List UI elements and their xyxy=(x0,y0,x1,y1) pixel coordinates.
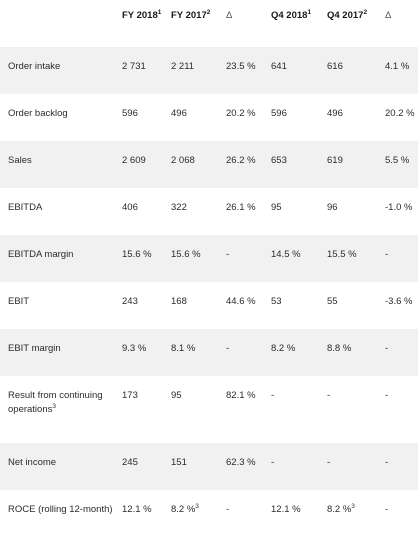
cell-q42018: 596 xyxy=(271,108,287,119)
cell-q42017: 496 xyxy=(327,108,343,119)
table-row: ROCE (rolling 12-month) 12.1 % 8.2 %3 - … xyxy=(0,490,418,537)
cell-fy2018: 406 xyxy=(122,202,138,213)
table-row: Net income 245 151 62.3 % - - - xyxy=(0,443,418,490)
cell-fy2017: 168 xyxy=(171,296,187,307)
table-row: Order intake 2 731 2 211 23.5 % 641 616 … xyxy=(0,47,418,94)
cell-q42017: - xyxy=(327,457,331,468)
cell-fy2017: 2 211 xyxy=(171,61,195,72)
cell-delta-q4: - xyxy=(385,390,389,401)
cell-fy2017: 8.2 %3 xyxy=(171,502,199,515)
table-row: Order backlog 596 496 20.2 % 596 496 20.… xyxy=(0,94,418,141)
cell-q42018: 8.2 % xyxy=(271,343,296,354)
cell-delta-fy: 26.1 % xyxy=(226,202,256,213)
header-delta-fy: Δ xyxy=(226,10,233,21)
cell-fy2017: 2 068 xyxy=(171,155,195,166)
header-fy2017: FY 20172 xyxy=(171,8,211,21)
cell-fy2017: 496 xyxy=(171,108,187,119)
cell-q42018: - xyxy=(271,457,275,468)
cell-fy2018: 9.3 % xyxy=(122,343,147,354)
cell-delta-fy: 23.5 % xyxy=(226,61,256,72)
row-label: EBIT margin xyxy=(8,343,61,354)
cell-delta-q4: 5.5 % xyxy=(385,155,410,166)
cell-q42018: - xyxy=(271,390,275,401)
table-row: EBIT margin 9.3 % 8.1 % - 8.2 % 8.8 % - xyxy=(0,329,418,376)
row-label: EBIT xyxy=(8,296,30,307)
cell-q42018: 95 xyxy=(271,202,282,213)
cell-q42018: 653 xyxy=(271,155,287,166)
cell-fy2017: 151 xyxy=(171,457,187,468)
cell-fy2018: 2 731 xyxy=(122,61,146,72)
cell-delta-fy: 62.3 % xyxy=(226,457,256,468)
cell-q42018: 12.1 % xyxy=(271,504,301,515)
cell-fy2017: 8.1 % xyxy=(171,343,196,354)
row-label: Order intake xyxy=(8,61,61,72)
cell-fy2018: 245 xyxy=(122,457,138,468)
header-q42018: Q4 20181 xyxy=(271,8,312,21)
cell-fy2018: 12.1 % xyxy=(122,504,152,515)
cell-delta-fy: 44.6 % xyxy=(226,296,256,307)
cell-fy2017: 15.6 % xyxy=(171,249,201,260)
table-row: EBITDA margin 15.6 % 15.6 % - 14.5 % 15.… xyxy=(0,235,418,282)
cell-q42017: 55 xyxy=(327,296,338,307)
row-label: Result from continuing operations3 xyxy=(8,390,103,415)
row-label: Net income xyxy=(8,457,57,468)
cell-delta-q4: - xyxy=(385,249,389,260)
cell-delta-q4: 4.1 % xyxy=(385,61,410,72)
row-label: ROCE (rolling 12-month) xyxy=(8,504,113,515)
table-row: Sales 2 609 2 068 26.2 % 653 619 5.5 % xyxy=(0,141,418,188)
cell-delta-fy: - xyxy=(226,249,230,260)
cell-q42018: 641 xyxy=(271,61,287,72)
header-fy2018: FY 20181 xyxy=(122,8,162,21)
cell-q42018: 14.5 % xyxy=(271,249,301,260)
cell-fy2017: 322 xyxy=(171,202,187,213)
cell-fy2018: 596 xyxy=(122,108,138,119)
cell-delta-fy: 20.2 % xyxy=(226,108,256,119)
cell-fy2018: 2 609 xyxy=(122,155,146,166)
table-row: Result from continuing operations3 173 9… xyxy=(0,376,418,443)
table-row: EBITDA 406 322 26.1 % 95 96 -1.0 % xyxy=(0,188,418,235)
cell-delta-q4: - xyxy=(385,343,389,354)
header-delta-q4: Δ xyxy=(385,10,392,21)
header-q42017: Q4 20172 xyxy=(327,8,368,21)
cell-delta-q4: -3.6 % xyxy=(385,296,413,307)
cell-delta-fy: 26.2 % xyxy=(226,155,256,166)
cell-delta-fy: - xyxy=(226,504,230,515)
cell-q42017: 616 xyxy=(327,61,343,72)
cell-delta-q4: - xyxy=(385,457,389,468)
cell-q42017: 8.2 %3 xyxy=(327,502,355,515)
cell-delta-q4: -1.0 % xyxy=(385,202,413,213)
cell-q42017: 619 xyxy=(327,155,343,166)
cell-fy2017: 95 xyxy=(171,390,182,401)
row-label: EBITDA xyxy=(8,202,43,213)
cell-fy2018: 15.6 % xyxy=(122,249,152,260)
cell-q42017: 96 xyxy=(327,202,338,213)
row-label: Order backlog xyxy=(8,108,68,119)
cell-q42017: 15.5 % xyxy=(327,249,357,260)
cell-delta-q4: - xyxy=(385,504,389,515)
cell-delta-fy: - xyxy=(226,343,230,354)
cell-fy2018: 173 xyxy=(122,390,138,401)
cell-delta-q4: 20.2 % xyxy=(385,108,415,119)
cell-q42018: 53 xyxy=(271,296,282,307)
cell-q42017: - xyxy=(327,390,331,401)
table-header: FY 20181 FY 20172 Δ Q4 20181 Q4 20172 Δ xyxy=(0,0,418,47)
row-label: Sales xyxy=(8,155,32,166)
cell-q42017: 8.8 % xyxy=(327,343,352,354)
row-label: EBITDA margin xyxy=(8,249,74,260)
table-row: EBIT 243 168 44.6 % 53 55 -3.6 % xyxy=(0,282,418,329)
cell-fy2018: 243 xyxy=(122,296,138,307)
cell-delta-fy: 82.1 % xyxy=(226,390,256,401)
